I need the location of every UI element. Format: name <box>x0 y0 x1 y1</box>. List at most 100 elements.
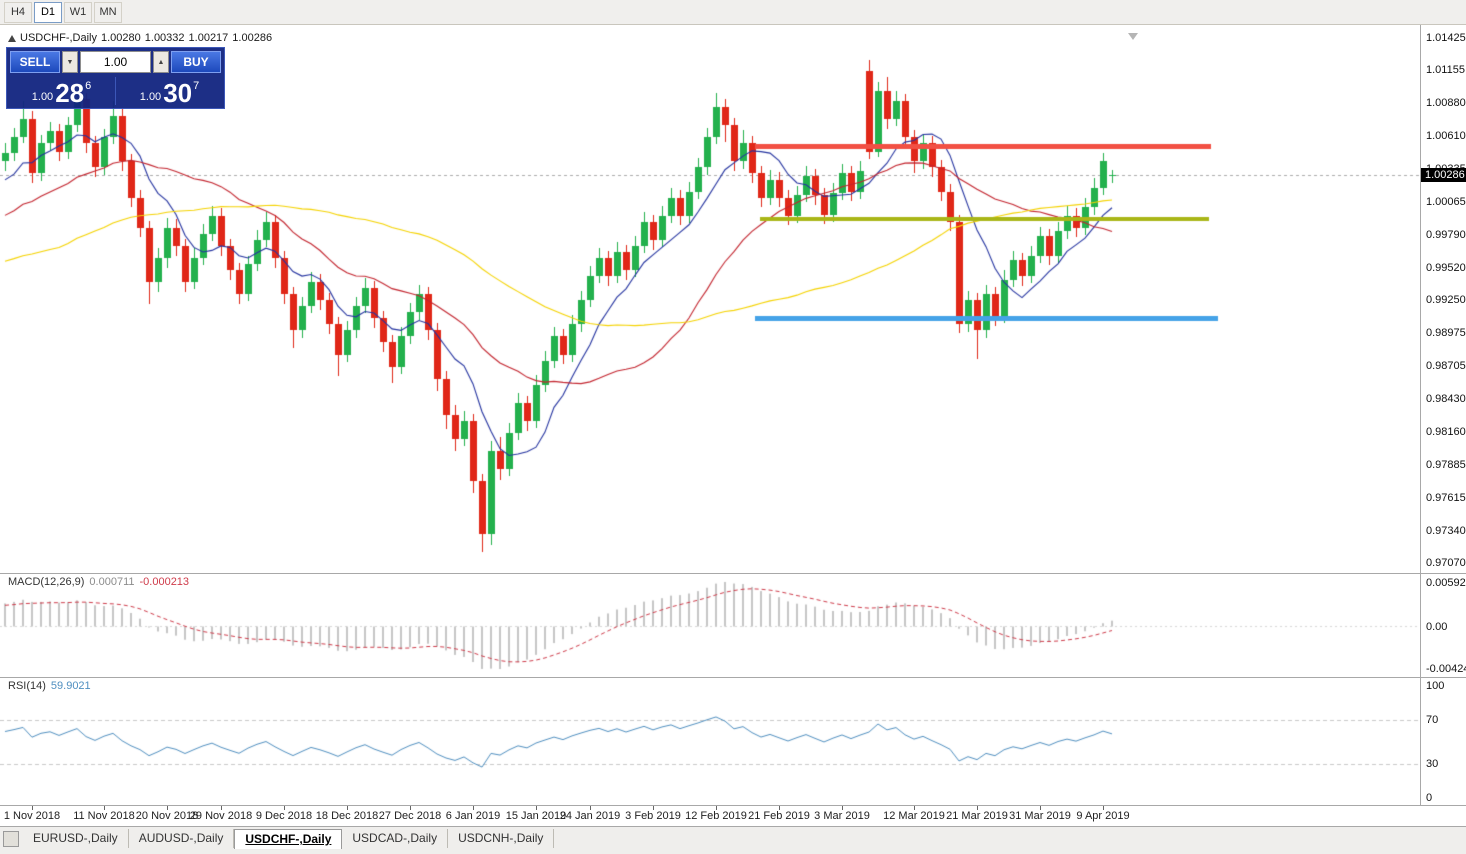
date-tick-mark <box>590 806 591 810</box>
candle-direction-icon <box>8 34 16 42</box>
panel-separator[interactable] <box>0 573 1466 574</box>
date-axis-label: 29 Nov 2018 <box>189 810 253 822</box>
price-axis-label: 0.97340 <box>1426 524 1466 537</box>
rsi-name: RSI(14) <box>8 680 46 692</box>
date-axis[interactable]: 1 Nov 2018 11 Nov 2018 20 Nov 2018 29 Nov 2… <box>0 806 1466 826</box>
macd-axis-label-bottom: -0.004241 <box>1426 663 1466 675</box>
date-axis-label: 3 Feb 2019 <box>625 810 681 822</box>
date-axis-label: 31 Mar 2019 <box>1009 810 1071 822</box>
date-axis-label: 18 Dec 2018 <box>315 810 379 822</box>
price-axis-label: 0.99250 <box>1426 294 1466 307</box>
ohlc-low: 1.00217 <box>188 32 229 44</box>
date-tick-mark <box>473 806 474 810</box>
price-axis-label: 0.98705 <box>1426 359 1466 372</box>
date-tick-mark <box>977 806 978 810</box>
price-chart-panel[interactable]: USDCHF-,Daily 1.00280 1.00332 1.00217 1.0028… <box>0 25 1466 573</box>
chart-shift-marker-icon <box>1128 33 1138 40</box>
date-tick-mark <box>284 806 285 810</box>
one-click-trade-panel: SELL ▼ ▲ BUY 1.00 28 6 1.00 30 7 <box>6 47 225 109</box>
date-axis-label: 21 Mar 2019 <box>946 810 1008 822</box>
price-axis-label: 1.01425 <box>1426 31 1466 44</box>
price-axis-label: 0.99790 <box>1426 229 1466 242</box>
macd-axis[interactable]: 0.005926 0.00 -0.004241 <box>1421 574 1466 677</box>
timeframe-button-mn[interactable]: MN <box>94 1 122 23</box>
rsi-axis-label: 30 <box>1426 758 1439 771</box>
date-tick-mark <box>716 806 717 810</box>
date-axis-label: 11 Nov 2018 <box>73 810 135 822</box>
rsi-value: 59.9021 <box>50 680 91 692</box>
price-axis-label: 1.00610 <box>1426 130 1466 143</box>
price-axis-label: 1.00065 <box>1426 195 1466 208</box>
sell-price-sup: 6 <box>85 80 92 92</box>
chart-tab-usdcad[interactable]: USDCAD-,Daily <box>342 829 449 848</box>
candlestick-canvas[interactable] <box>0 25 1420 573</box>
macd-canvas[interactable] <box>0 574 1420 677</box>
timeframe-button-d1[interactable]: D1 <box>34 1 62 23</box>
price-axis-label: 0.97070 <box>1426 557 1466 570</box>
date-axis-label: 1 Nov 2018 <box>3 810 61 822</box>
date-axis-label: 15 Jan 2019 <box>505 810 567 822</box>
rsi-axis[interactable]: 100 70 30 0 <box>1421 678 1466 805</box>
buy-price-small: 1.00 <box>139 91 162 103</box>
volume-increase-button[interactable]: ▲ <box>153 51 169 73</box>
macd-panel[interactable]: MACD(12,26,9)0.000711-0.000213 0.0059260… <box>0 574 1466 677</box>
timeframe-button-w1[interactable]: W1 <box>64 1 92 23</box>
volume-input[interactable] <box>80 51 151 73</box>
buy-price-sup: 7 <box>193 80 200 92</box>
macd-axis-label-zero: 0.00 <box>1426 620 1448 633</box>
current-price-label: 1.00286 <box>1421 168 1466 183</box>
buy-price-display[interactable]: 1.00 30 7 <box>118 75 221 107</box>
sell-price-big: 28 <box>55 78 85 108</box>
buy-button[interactable]: BUY <box>171 51 221 73</box>
timeframe-button-h4[interactable]: H4 <box>4 1 32 23</box>
date-tick-mark <box>410 806 411 810</box>
panel-separator <box>0 805 1466 806</box>
sell-button[interactable]: SELL <box>10 51 60 73</box>
sell-price-display[interactable]: 1.00 28 6 <box>10 75 113 107</box>
date-axis-label: 20 Nov 2018 <box>135 810 199 822</box>
volume-decrease-button[interactable]: ▼ <box>62 51 78 73</box>
date-axis-label: 9 Apr 2019 <box>1076 810 1130 822</box>
date-axis-label: 12 Mar 2019 <box>883 810 945 822</box>
price-axis-label: 0.99520 <box>1426 261 1466 274</box>
chart-tab-eurusd[interactable]: EURUSD-,Daily <box>23 829 129 848</box>
date-axis-label: 21 Feb 2019 <box>748 810 810 822</box>
date-tick-mark <box>167 806 168 810</box>
macd-signal-value: -0.000213 <box>139 576 190 588</box>
date-tick-mark <box>221 806 222 810</box>
rsi-axis-label: 100 <box>1426 680 1445 692</box>
tab-bar-corner-box[interactable] <box>3 831 19 847</box>
ohlc-high: 1.00332 <box>144 32 185 44</box>
date-tick-mark <box>779 806 780 810</box>
price-axis-label: 0.97615 <box>1426 491 1466 504</box>
date-tick-mark <box>347 806 348 810</box>
rsi-axis-label: 70 <box>1426 713 1439 726</box>
date-tick-mark <box>1040 806 1041 810</box>
chart-tab-usdcnh[interactable]: USDCNH-,Daily <box>448 829 555 848</box>
date-tick-mark <box>914 806 915 810</box>
rsi-panel[interactable]: RSI(14) 59.9021 100 70 30 0 <box>0 678 1466 805</box>
scale-separator <box>1420 25 1421 806</box>
date-tick-mark <box>653 806 654 810</box>
buy-price-big: 30 <box>163 78 193 108</box>
date-axis-label: 9 Dec 2018 <box>255 810 313 822</box>
timeframe-toolbar: H4 D1 W1 MN <box>0 0 1466 25</box>
rsi-canvas[interactable] <box>0 678 1420 805</box>
symbol-name: USDCHF-,Daily <box>20 32 97 44</box>
date-axis-label: 24 Jan 2019 <box>559 810 621 822</box>
date-axis-label: 3 Mar 2019 <box>814 810 870 822</box>
trade-panel-divider <box>115 77 116 105</box>
price-axis-label: 1.01155 <box>1426 64 1465 77</box>
date-axis-label: 6 Jan 2019 <box>445 810 501 822</box>
chart-tab-usdchf[interactable]: USDCHF-,Daily <box>234 829 343 849</box>
date-axis-label: 12 Feb 2019 <box>685 810 747 822</box>
price-axis[interactable]: 1.00286 1.01425 1.01155 1.00880 1.00610 1.00… <box>1421 25 1466 573</box>
sell-price-small: 1.00 <box>31 91 54 103</box>
chart-tab-audusd[interactable]: AUDUSD-,Daily <box>129 829 235 848</box>
panel-separator[interactable] <box>0 677 1466 678</box>
rsi-label-line: RSI(14) 59.9021 <box>8 680 96 692</box>
symbol-ohlc-line: USDCHF-,Daily 1.00280 1.00332 1.00217 1.0028… <box>8 32 276 44</box>
price-axis-label: 0.98975 <box>1426 327 1466 340</box>
date-axis-label: 27 Dec 2018 <box>378 810 442 822</box>
